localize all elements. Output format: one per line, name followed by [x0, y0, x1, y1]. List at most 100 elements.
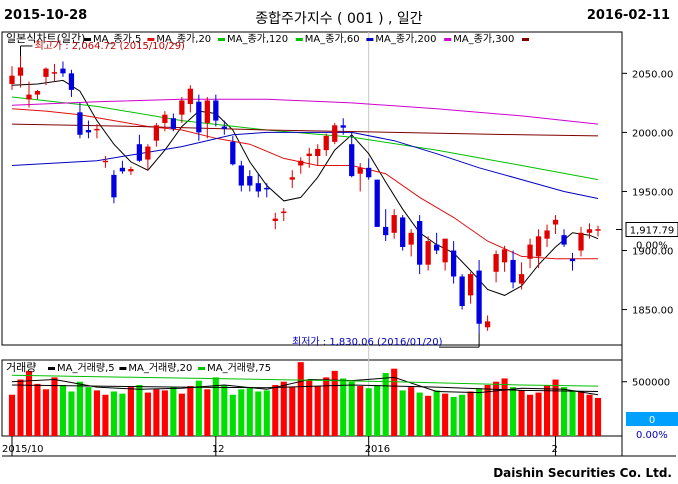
volume-bar — [476, 388, 483, 436]
price-ytick-label: 2050.00 — [632, 69, 673, 80]
date-tick-label: 2 — [552, 444, 558, 455]
volume-bar — [408, 387, 415, 436]
volume-bar — [119, 393, 126, 436]
legend-swatch — [198, 367, 206, 370]
candle-body — [60, 68, 66, 74]
volume-ma-line — [11, 384, 599, 392]
candle-body — [128, 169, 134, 172]
candle-body — [569, 258, 576, 262]
legend-label: MA_종가,200 — [375, 33, 436, 45]
candle-body — [459, 276, 465, 307]
volume-bar — [136, 384, 143, 436]
legend-swatch — [444, 38, 452, 41]
volume-bar — [187, 386, 194, 436]
volume-bar — [586, 394, 593, 436]
volume-bar — [110, 391, 117, 436]
current-change-label: 0.00% — [636, 240, 668, 251]
candle-body — [272, 218, 278, 221]
legend-label: MA_종가,20 — [156, 33, 211, 45]
candle-body — [510, 259, 516, 283]
volume-bar — [425, 395, 432, 436]
volume-bar — [93, 390, 100, 436]
volume-bar — [357, 386, 364, 436]
legend-label: MA_종가,60 — [305, 33, 360, 45]
candle-body — [298, 160, 304, 166]
volume-bar — [399, 390, 406, 436]
end-date: 2016-02-11 — [586, 8, 670, 23]
volume-bar — [178, 393, 185, 436]
volume-bar — [594, 398, 602, 436]
date-tick-label: 12 — [212, 444, 225, 455]
volume-bar — [25, 370, 33, 436]
volume-bar — [170, 387, 177, 436]
candle-body — [340, 125, 346, 128]
volume-bar — [365, 388, 372, 436]
volume-bar — [340, 378, 347, 436]
candle-body — [136, 144, 143, 161]
candle-body — [578, 232, 584, 251]
price-panel-frame — [1, 31, 623, 346]
volume-bar — [442, 393, 449, 436]
candle-body — [357, 167, 363, 174]
candle-body — [238, 165, 244, 186]
volume-bar — [391, 368, 398, 436]
legend-swatch — [218, 38, 225, 41]
legend-swatch — [119, 367, 127, 370]
volume-bar — [314, 386, 321, 436]
volume-bar — [42, 389, 50, 436]
candle-body — [323, 135, 329, 151]
candle-body — [450, 250, 457, 277]
volume-bar — [255, 391, 262, 436]
candle-body — [408, 232, 414, 245]
candle-body — [332, 125, 338, 142]
candle-body — [187, 88, 193, 105]
volume-bar — [204, 389, 211, 436]
candle-body — [442, 238, 448, 263]
legend-swatch — [522, 38, 529, 41]
candle-body — [34, 91, 41, 95]
candle-body — [162, 114, 168, 123]
candle-body — [595, 229, 601, 231]
volume-bar — [433, 390, 440, 436]
volume-bar — [518, 390, 525, 436]
volume-bar — [34, 383, 41, 436]
volume-bar — [144, 392, 151, 436]
candle-body — [366, 167, 372, 178]
candle-body — [501, 249, 508, 263]
volume-bar — [569, 390, 576, 436]
candle-body — [493, 254, 499, 272]
candle-body — [204, 100, 210, 123]
candle-body — [68, 73, 75, 90]
volume-bar — [484, 384, 491, 436]
legend-swatch — [147, 38, 155, 41]
candle-body — [221, 126, 227, 129]
ma-line — [11, 98, 599, 125]
volume-bar — [416, 392, 423, 436]
candle-body — [544, 230, 550, 239]
volume-bar — [280, 381, 287, 436]
candle-body — [391, 215, 397, 233]
candle-body — [17, 67, 24, 76]
volume-bar — [221, 384, 228, 436]
volume-bar — [102, 394, 109, 436]
candle-body — [26, 94, 32, 100]
volume-current-label: 0 — [649, 415, 655, 426]
candle-body — [527, 244, 533, 259]
current-price-label: 1,917.79 — [630, 225, 675, 236]
volume-bar — [59, 384, 67, 436]
legend-label: MA_종가,120 — [227, 33, 288, 45]
candle-body — [153, 125, 160, 141]
volume-bar — [68, 391, 75, 436]
volume-current-box — [626, 412, 678, 426]
volume-bar — [153, 389, 160, 436]
candle-body — [145, 146, 151, 160]
candle-body — [349, 144, 355, 177]
volume-bar — [85, 387, 92, 436]
candle-body — [400, 217, 406, 247]
candle-body — [94, 128, 100, 131]
date-tick-label: 2016 — [365, 444, 390, 455]
price-ytick-label: 1850.00 — [632, 306, 673, 317]
candle-body — [484, 321, 491, 328]
candle-body — [315, 148, 321, 157]
